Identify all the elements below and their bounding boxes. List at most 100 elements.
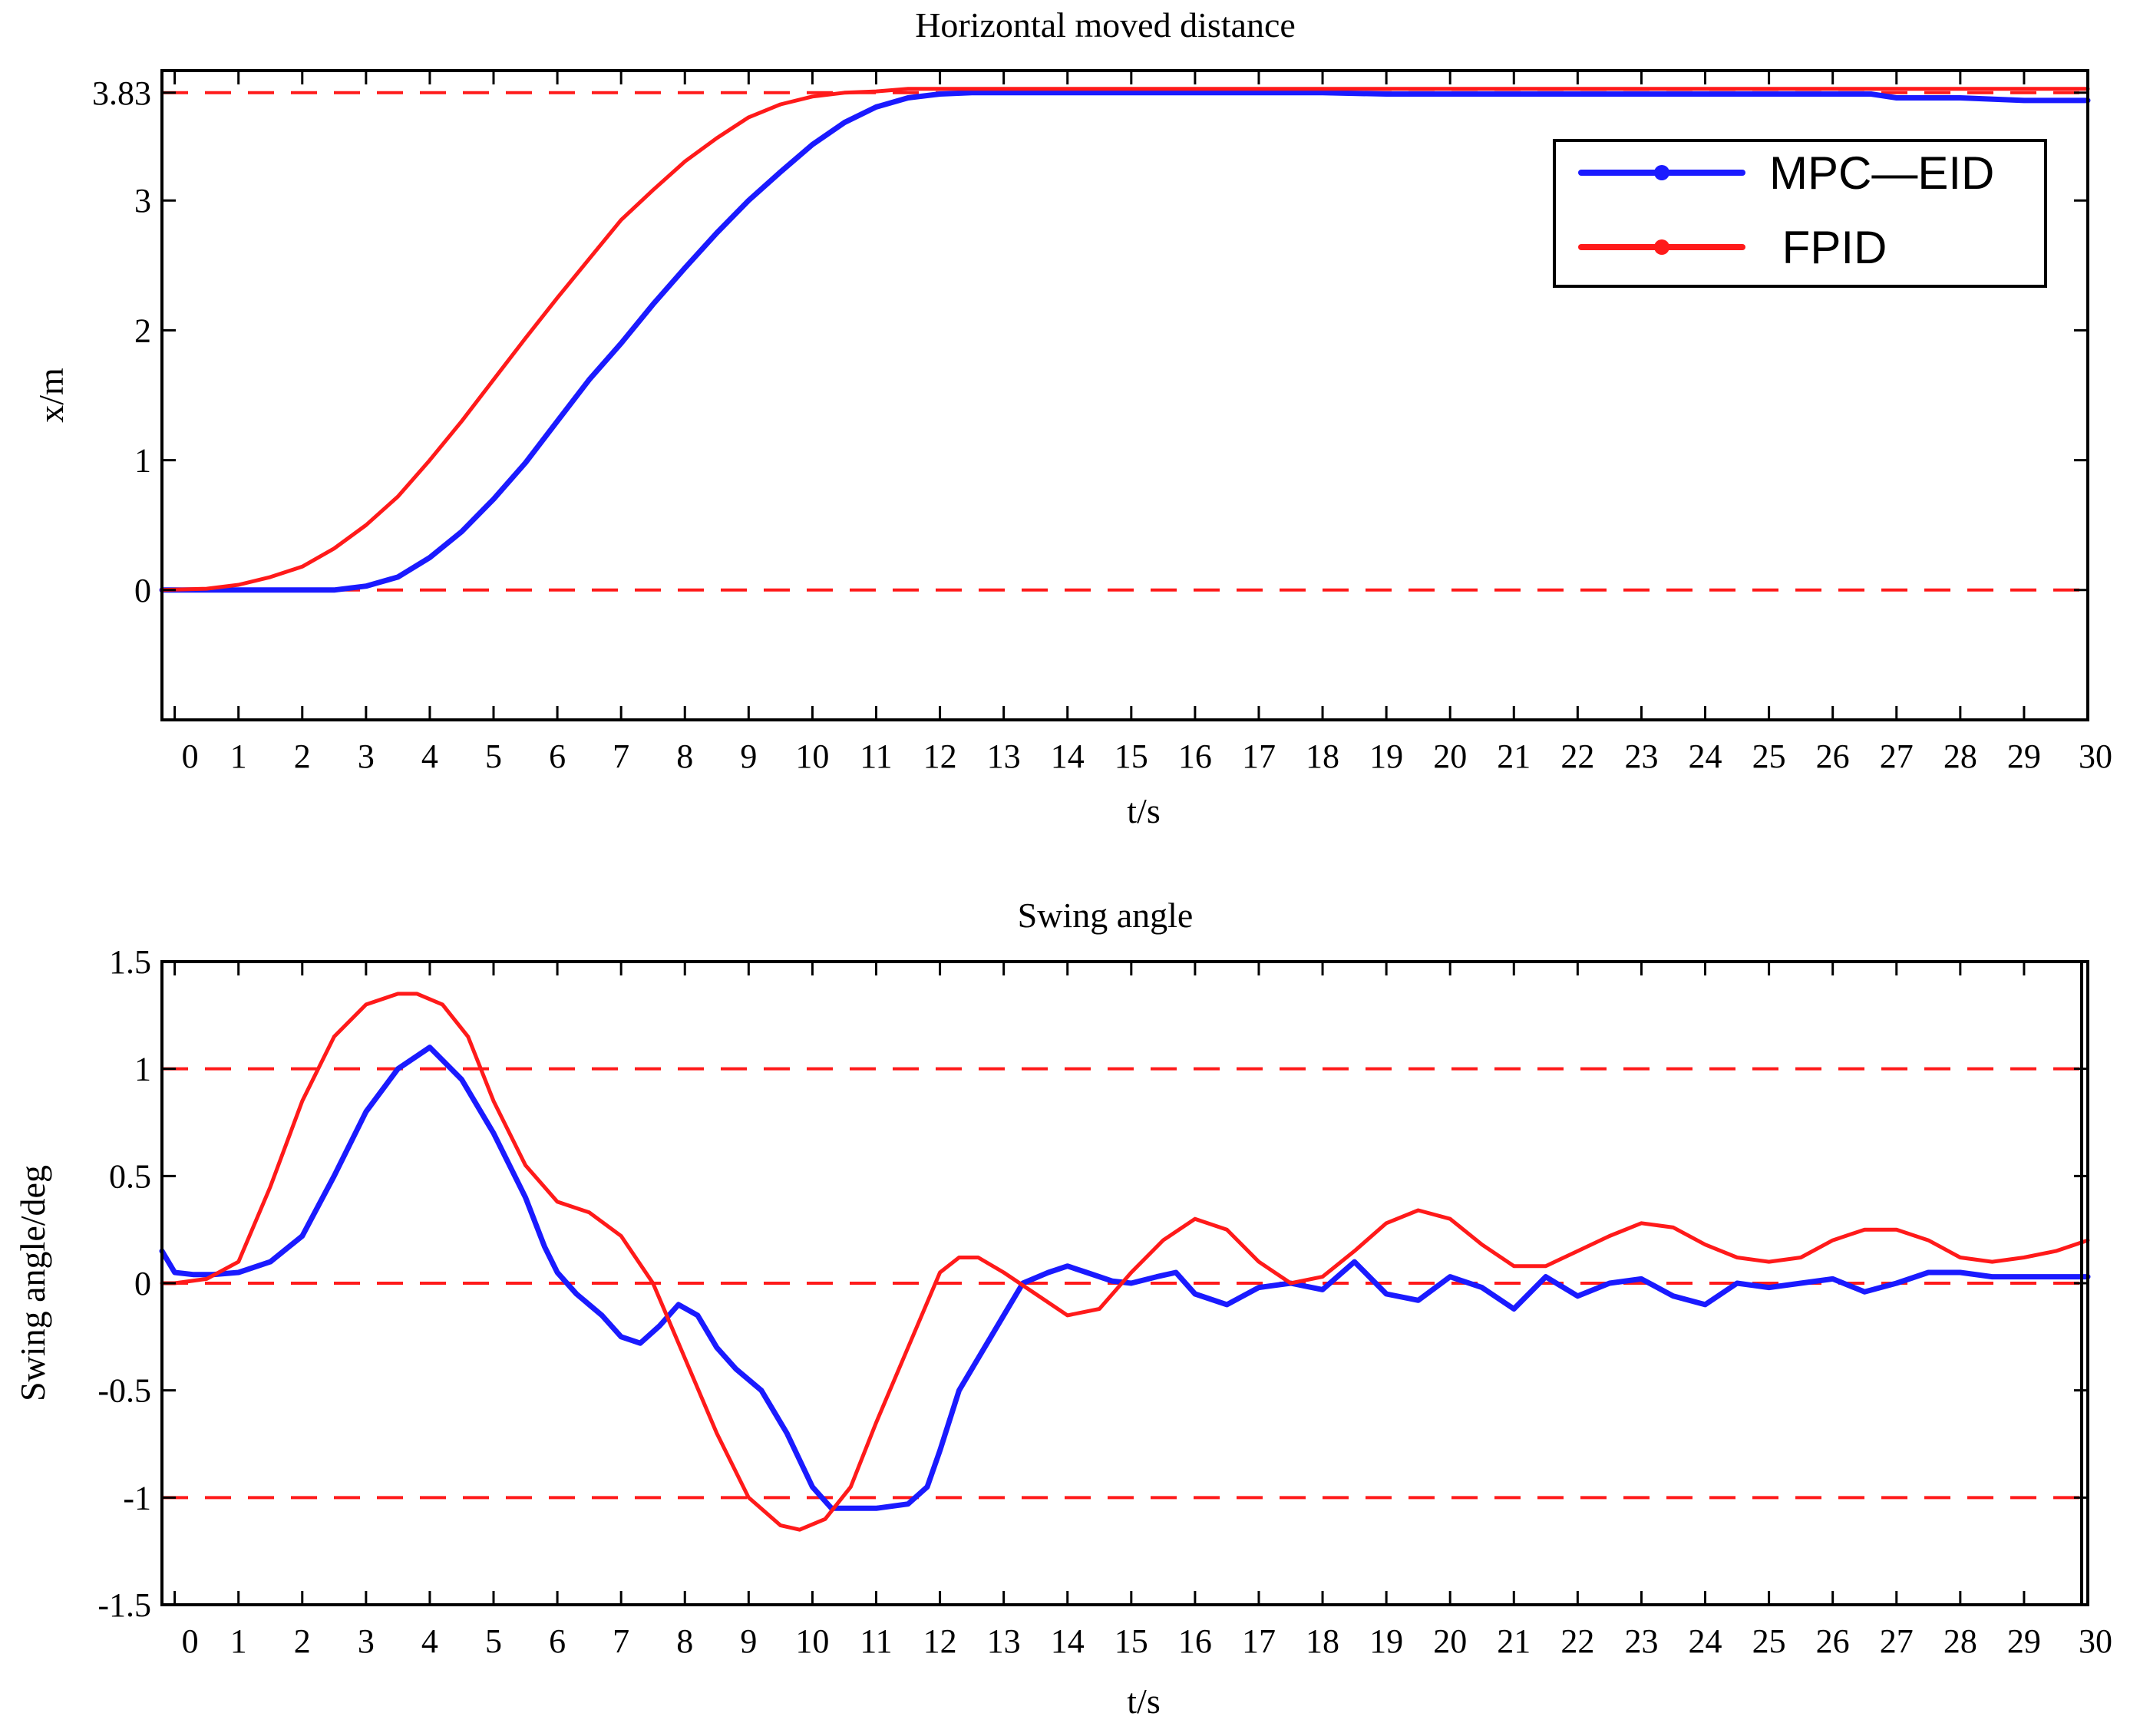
x-tick-label: 17: [1242, 738, 1276, 775]
legend-mpc-marker: [1654, 165, 1669, 180]
chart-horizontal-distance: Horizontal moved distance 0 1 2 3 4 5 6 7 8 9 10 11…: [31, 5, 2112, 830]
x-tick-label: 22: [1560, 738, 1594, 775]
legend-fpid-label: FPID: [1769, 222, 1887, 273]
x-tick-label: 4: [421, 738, 438, 775]
x-tick-label: 23: [1624, 738, 1658, 775]
x-tick-label: 9: [740, 1622, 757, 1660]
x-tick-label: 6: [549, 738, 566, 775]
series-line-mpc: [159, 1045, 2091, 1511]
series-line-fpid: [160, 992, 2090, 1532]
x-tick-label: 14: [1051, 738, 1085, 775]
x-axis-ticks: 0 1 2 3 4 5 6 7 8 9 10 11 12 13 14 15 16 17 18 19 20 21 22 23 24…: [173, 71, 2112, 775]
x-tick-label: 12: [923, 1622, 957, 1660]
x-tick-label: 23: [1624, 1622, 1658, 1660]
x-tick-label: 12: [923, 738, 957, 775]
x-tick-label: 6: [549, 1622, 566, 1660]
x-tick-label: 0: [182, 738, 199, 775]
y-axis-ticks: 1.5 1 0.5 0 -0.5 -1 -1.5: [97, 943, 2088, 1624]
x-axis-label: t/s: [1127, 1682, 1160, 1721]
x-tick-label: 10: [795, 1622, 829, 1660]
y-tick-label: -1: [123, 1479, 151, 1517]
x-tick-label: 11: [860, 1622, 892, 1660]
x-tick-label: 14: [1051, 1622, 1085, 1660]
series-line-fpid: [160, 87, 2090, 592]
y-tick-label: -1.5: [97, 1586, 151, 1624]
x-tick-label: 1: [230, 738, 247, 775]
x-tick-label: 0: [182, 1622, 199, 1660]
x-tick-label: 28: [1944, 738, 1977, 775]
x-tick-label: 29: [2007, 1622, 2041, 1660]
x-tick-label: 4: [421, 1622, 438, 1660]
y-axis-ticks: 3.83 3 2 1 0: [92, 74, 2088, 609]
x-tick-label: 15: [1115, 738, 1148, 775]
x-tick-label: 20: [1433, 738, 1467, 775]
x-tick-label: 16: [1178, 1622, 1212, 1660]
x-tick-label: 25: [1752, 738, 1786, 775]
y-axis-label: Swing angle/deg: [13, 1165, 52, 1401]
x-tick-label: 24: [1689, 738, 1722, 775]
series-line-mpc: [159, 90, 2091, 593]
x-tick-label: 27: [1880, 738, 1914, 775]
y-tick-label: 0: [134, 1265, 151, 1302]
x-tick-label: 25: [1752, 1622, 1786, 1660]
legend: MPC—EID FPID: [1553, 139, 2047, 288]
x-tick-label: 30: [2079, 1622, 2112, 1660]
chart-swing-angle: Swing angle 0 1 2 3 4 5 6 7 8 9 10 11 12 13 14 15 16 17 18…: [13, 896, 2112, 1721]
legend-mpc-label: MPC—EID: [1769, 147, 1994, 199]
y-tick-label: 3: [134, 182, 151, 219]
x-tick-label: 26: [1816, 1622, 1850, 1660]
y-axis-label: x/m: [31, 368, 71, 423]
y-tick-label: 3.83: [92, 74, 151, 112]
x-tick-label: 22: [1560, 1622, 1594, 1660]
x-tick-label: 3: [358, 738, 375, 775]
y-tick-label: 0.5: [109, 1157, 151, 1195]
x-tick-label: 18: [1306, 1622, 1339, 1660]
x-tick-label: 24: [1689, 1622, 1722, 1660]
x-tick-label: 5: [485, 1622, 502, 1660]
y-tick-label: 1: [134, 1051, 151, 1088]
x-tick-label: 3: [358, 1622, 375, 1660]
x-tick-label: 2: [294, 1622, 311, 1660]
x-tick-label: 27: [1880, 1622, 1914, 1660]
x-tick-label: 2: [294, 738, 311, 775]
x-tick-label: 28: [1944, 1622, 1977, 1660]
x-tick-label: 19: [1369, 1622, 1403, 1660]
x-tick-label: 1: [230, 1622, 247, 1660]
y-tick-label: 2: [134, 312, 151, 349]
x-tick-label: 21: [1497, 1622, 1531, 1660]
x-tick-label: 8: [676, 1622, 693, 1660]
chart-title: Swing angle: [1018, 896, 1194, 935]
x-axis-label: t/s: [1127, 791, 1160, 830]
x-tick-label: 7: [613, 738, 629, 775]
x-tick-label: 8: [676, 738, 693, 775]
x-tick-label: 11: [860, 738, 892, 775]
x-tick-label: 16: [1178, 738, 1212, 775]
x-tick-label: 19: [1369, 738, 1403, 775]
x-tick-label: 29: [2007, 738, 2041, 775]
y-tick-label: -0.5: [97, 1372, 151, 1410]
chart-title: Horizontal moved distance: [915, 5, 1296, 45]
plot-frame: [160, 69, 2089, 721]
x-tick-label: 17: [1242, 1622, 1276, 1660]
x-tick-label: 13: [987, 738, 1021, 775]
x-axis-ticks: 0 1 2 3 4 5 6 7 8 9 10 11 12 13 14 15 16 17 18 19 20 21 22 23 24…: [173, 962, 2112, 1660]
data-series: [159, 87, 2091, 593]
y-tick-label: 1: [134, 442, 151, 480]
legend-box: [1553, 139, 2047, 288]
x-tick-label: 10: [795, 738, 829, 775]
x-tick-label: 15: [1115, 1622, 1148, 1660]
y-tick-label: 0: [134, 572, 151, 609]
data-series: [159, 992, 2091, 1532]
x-tick-label: 20: [1433, 1622, 1467, 1660]
x-tick-label: 5: [485, 738, 502, 775]
x-tick-label: 26: [1816, 738, 1850, 775]
x-tick-label: 30: [2079, 738, 2112, 775]
x-tick-label: 18: [1306, 738, 1339, 775]
x-tick-label: 9: [740, 738, 757, 775]
legend-fpid-marker: [1654, 239, 1669, 255]
x-tick-label: 13: [987, 1622, 1021, 1660]
x-tick-label: 7: [613, 1622, 629, 1660]
x-tick-label: 21: [1497, 738, 1531, 775]
y-tick-label: 1.5: [109, 943, 151, 981]
